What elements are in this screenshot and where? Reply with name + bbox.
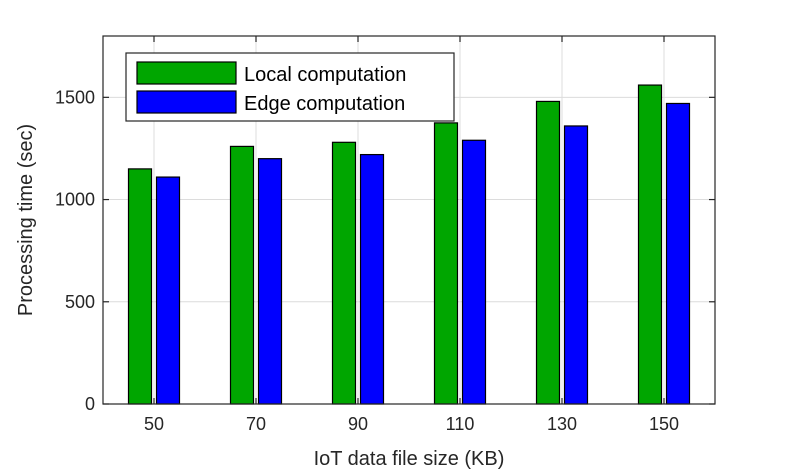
x-tick-label-50: 50: [144, 414, 164, 434]
y-tick-label-2: 1000: [55, 190, 95, 210]
bar-local-130: [535, 100, 561, 405]
x-tick-label-150: 150: [649, 414, 679, 434]
bar-edge-150: [665, 102, 691, 405]
bars-layer: [127, 84, 691, 405]
x-axis-title: IoT data file size (KB): [314, 448, 505, 470]
bar-local-50: [127, 168, 153, 405]
legend: Local computation Edge computation: [125, 52, 455, 122]
x-tick-label-90: 90: [348, 414, 368, 434]
plot-frame: [102, 35, 716, 405]
bar-edge-130: [563, 125, 589, 405]
x-tick-label-110: 110: [446, 414, 475, 434]
bar-local-90: [331, 141, 357, 405]
y-axis-title: Processing time (sec): [15, 124, 37, 316]
bar-local-150: [637, 84, 663, 405]
bar-edge-90: [359, 153, 385, 405]
bar-local-110: [433, 122, 459, 405]
y-tick-label-3: 1500: [55, 87, 95, 107]
legend-label-local: Local computation: [244, 64, 406, 86]
bar-edge-50: [155, 176, 181, 405]
y-tick-label-1: 500: [65, 292, 95, 312]
y-tick-label-0: 0: [85, 394, 95, 414]
legend-label-edge: Edge computation: [244, 93, 405, 115]
x-tick-label-70: 70: [246, 414, 266, 434]
ticks-layer: 0 500 1000 1500 50 70 90 110 130 150: [55, 36, 715, 434]
bar-edge-70: [257, 158, 283, 405]
legend-swatch-local: [136, 61, 237, 85]
legend-swatch-edge: [136, 90, 237, 114]
bar-local-70: [229, 145, 255, 405]
x-tick-label-130: 130: [547, 414, 577, 434]
bar-edge-110: [461, 139, 487, 405]
